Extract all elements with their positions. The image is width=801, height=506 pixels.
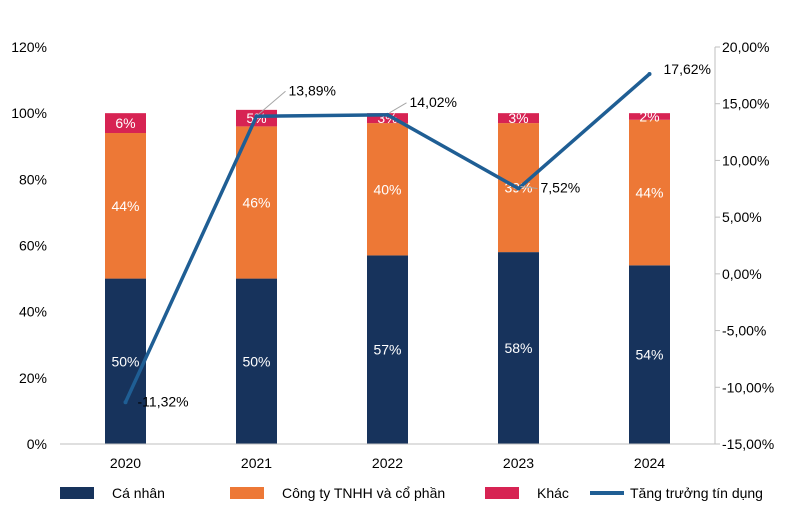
bar-data-label: 40% [373, 181, 401, 197]
x-axis: 2020 2021 2022 2023 2024 [110, 455, 665, 471]
right-axis: -15,00% -10,00% -5,00% 0,00% 5,00% 10,00% 15,0… [715, 39, 774, 452]
right-tick-label: 5,00% [722, 209, 762, 225]
bar-segment-cng [236, 126, 277, 279]
line-data-label: 14,02% [410, 94, 457, 110]
bar-segment-cng [629, 119, 670, 266]
line-data-label: 13,89% [289, 82, 336, 98]
bar-segment-c [105, 278, 146, 444]
x-tick-label: 2023 [503, 455, 534, 471]
line-point [385, 112, 390, 117]
bar-data-label: 3% [508, 110, 528, 126]
bar-data-label: 58% [504, 340, 532, 356]
bar-data-label: 54% [635, 347, 663, 363]
bar-data-label: 6% [115, 115, 135, 131]
x-tick-label: 2022 [372, 455, 403, 471]
line-data-label: 7,52% [541, 180, 581, 196]
line-point [123, 400, 128, 405]
legend-swatch-khac [485, 487, 519, 499]
line-data-label: 17,62% [664, 61, 711, 77]
line-point [516, 186, 521, 191]
left-tick-label: 80% [19, 171, 47, 187]
bar-segment-khc [629, 113, 670, 120]
bar-data-label: 44% [111, 198, 139, 214]
right-tick-label: -10,00% [722, 379, 774, 395]
bar-segment-c [498, 252, 539, 444]
bar-segment-khc [498, 113, 539, 124]
left-tick-label: 20% [19, 370, 47, 386]
right-tick-label: -5,00% [722, 323, 766, 339]
right-tick-label: 20,00% [722, 39, 769, 55]
left-tick-label: 120% [11, 39, 47, 55]
bar-segment-c [236, 278, 277, 444]
bar-data-label: 46% [242, 194, 270, 210]
left-tick-label: 40% [19, 304, 47, 320]
line-data-label: -11,32% [138, 393, 189, 409]
x-tick-label: 2020 [110, 455, 141, 471]
legend-label: Khác [537, 485, 569, 501]
legend-item-khac: Khác [485, 484, 569, 502]
label-leader-line [258, 90, 286, 115]
bar-series: 50%44%6%50%46%5%57%40%3%58%39%3%54%44%2% [105, 108, 670, 444]
line-point [647, 71, 652, 76]
legend-label: Công ty TNHH và cổ phần [282, 485, 446, 501]
legend-item-cong-ty: Công ty TNHH và cổ phần [230, 484, 445, 502]
bar-data-label: 50% [242, 353, 270, 369]
bar-segment-khc [105, 113, 146, 134]
right-tick-label: 10,00% [722, 152, 769, 168]
line-series: -11,32% 13,89% 14,02% 7,52% 17,62% [123, 61, 711, 409]
legend-item-tang-truong: Tăng trưởng tín dụng [590, 484, 763, 502]
chart-area: 0% 20% 40% 60% 80% 100% 120% -15,00% -10,00% -5,… [11, 39, 774, 471]
bar-data-label: 44% [635, 185, 663, 201]
x-tick-label: 2021 [241, 455, 272, 471]
legend: Cá nhân Công ty TNHH và cổ phần Khác Tăn… [0, 480, 801, 506]
left-tick-label: 100% [11, 105, 47, 121]
bar-data-label: 50% [111, 353, 139, 369]
legend-item-ca-nhan: Cá nhân [60, 484, 165, 502]
label-leader-line [520, 186, 538, 190]
right-tick-label: -15,00% [722, 436, 774, 452]
bar-segment-c [367, 255, 408, 444]
left-tick-label: 60% [19, 238, 47, 254]
legend-swatch-cong-ty [230, 487, 264, 499]
legend-label: Tăng trưởng tín dụng [630, 485, 763, 501]
bar-data-label: 57% [373, 342, 401, 358]
label-leader-line [389, 102, 407, 114]
x-tick-label: 2024 [634, 455, 665, 471]
legend-swatch-line [590, 491, 624, 495]
bar-data-label: 2% [639, 108, 659, 124]
left-tick-label: 0% [27, 436, 47, 452]
bar-segment-khc [367, 113, 408, 124]
legend-label: Cá nhân [112, 485, 165, 501]
line-point [254, 114, 259, 119]
right-tick-label: 15,00% [722, 96, 769, 112]
left-axis: 0% 20% 40% 60% 80% 100% 120% [11, 39, 47, 452]
legend-swatch-ca-nhan [60, 487, 94, 499]
bar-segment-cng [105, 133, 146, 279]
bar-segment-c [629, 265, 670, 444]
bar-segment-cng [367, 123, 408, 256]
right-tick-label: 0,00% [722, 266, 762, 282]
